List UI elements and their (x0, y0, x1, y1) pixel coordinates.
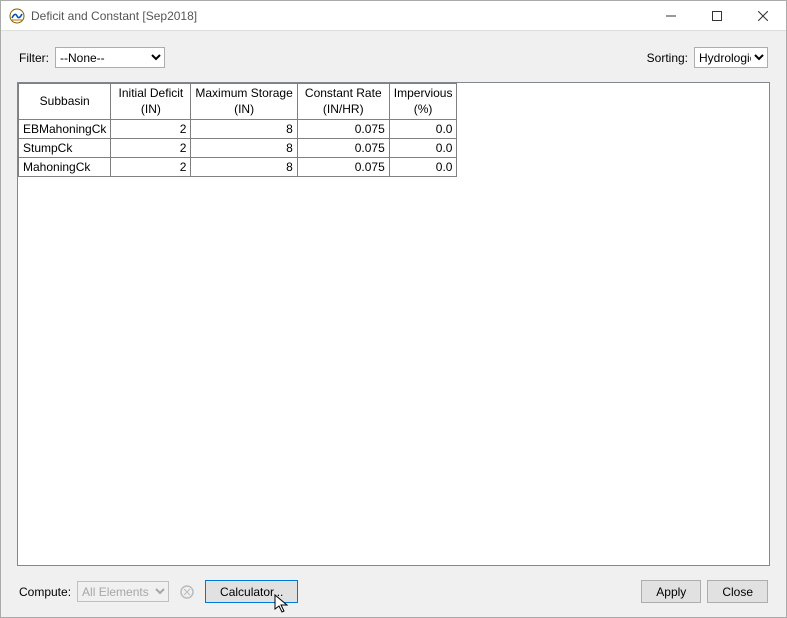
editable-cell[interactable]: 2 (111, 120, 191, 139)
close-button[interactable]: Close (707, 580, 768, 603)
minimize-button[interactable] (648, 1, 694, 30)
filter-select[interactable]: --None-- (55, 47, 165, 68)
editable-cell[interactable]: 0.075 (297, 139, 389, 158)
table-container: SubbasinInitial Deficit(IN)Maximum Stora… (17, 82, 770, 566)
label-cell: StumpCk (19, 139, 111, 158)
label-cell: MahoningCk (19, 158, 111, 177)
window-title: Deficit and Constant [Sep2018] (31, 9, 648, 23)
sorting-select[interactable]: Hydrologic (694, 47, 768, 68)
content-area: Filter: --None-- Sorting: Hydrologic Sub… (1, 31, 786, 617)
table-row: EBMahoningCk280.0750.0 (19, 120, 457, 139)
editable-cell[interactable]: 8 (191, 158, 297, 177)
editable-cell[interactable]: 2 (111, 158, 191, 177)
column-header: Constant Rate(IN/HR) (297, 84, 389, 120)
label-cell: EBMahoningCk (19, 120, 111, 139)
calculator-button[interactable]: Calculator... (205, 580, 298, 603)
editable-cell[interactable]: 0.075 (297, 158, 389, 177)
window-controls (648, 1, 786, 30)
editable-cell[interactable]: 8 (191, 139, 297, 158)
column-header: Initial Deficit(IN) (111, 84, 191, 120)
bottom-toolbar: Compute: All Elements Calculator... Appl… (17, 576, 770, 613)
editable-cell[interactable]: 2 (111, 139, 191, 158)
compute-label: Compute: (19, 585, 71, 599)
editable-cell[interactable]: 0.0 (389, 139, 457, 158)
titlebar: Deficit and Constant [Sep2018] (1, 1, 786, 31)
dialog-window: Deficit and Constant [Sep2018] Filter: -… (0, 0, 787, 618)
sorting-label: Sorting: (647, 51, 688, 65)
apply-button[interactable]: Apply (641, 580, 701, 603)
column-header: Maximum Storage(IN) (191, 84, 297, 120)
column-header: Subbasin (19, 84, 111, 120)
compute-select: All Elements (77, 581, 169, 602)
editable-cell[interactable]: 0.0 (389, 158, 457, 177)
compute-run-icon (175, 580, 199, 603)
table-row: StumpCk280.0750.0 (19, 139, 457, 158)
filter-label: Filter: (19, 51, 49, 65)
editable-cell[interactable]: 0.0 (389, 120, 457, 139)
parameters-table: SubbasinInitial Deficit(IN)Maximum Stora… (18, 83, 457, 177)
maximize-button[interactable] (694, 1, 740, 30)
editable-cell[interactable]: 0.075 (297, 120, 389, 139)
editable-cell[interactable]: 8 (191, 120, 297, 139)
app-icon (9, 8, 25, 24)
column-header: Impervious(%) (389, 84, 457, 120)
filter-sort-row: Filter: --None-- Sorting: Hydrologic (17, 41, 770, 72)
table-row: MahoningCk280.0750.0 (19, 158, 457, 177)
close-window-button[interactable] (740, 1, 786, 30)
